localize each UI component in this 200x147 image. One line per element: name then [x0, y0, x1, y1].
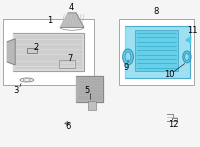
Text: 4: 4 — [68, 3, 74, 12]
Text: 6: 6 — [65, 122, 71, 131]
Ellipse shape — [125, 52, 131, 62]
Text: 11: 11 — [187, 26, 197, 35]
Bar — [27, 48, 37, 53]
Ellipse shape — [65, 122, 69, 125]
Text: 7: 7 — [67, 54, 73, 63]
Polygon shape — [13, 33, 84, 71]
Bar — [3, 19, 94, 85]
Ellipse shape — [123, 49, 133, 65]
Polygon shape — [125, 26, 190, 78]
Bar — [88, 101, 96, 110]
Text: 9: 9 — [123, 62, 129, 71]
Text: 1: 1 — [47, 16, 52, 25]
Polygon shape — [60, 13, 84, 27]
Ellipse shape — [185, 53, 189, 61]
Text: 10: 10 — [165, 70, 175, 79]
Text: 8: 8 — [154, 7, 159, 16]
Text: 2: 2 — [33, 43, 38, 52]
Bar — [135, 30, 178, 71]
Bar — [59, 60, 75, 68]
Ellipse shape — [183, 51, 191, 63]
Polygon shape — [76, 76, 103, 102]
Text: 5: 5 — [84, 86, 89, 95]
Text: 3: 3 — [13, 86, 19, 95]
Polygon shape — [7, 39, 15, 65]
Text: 12: 12 — [168, 120, 178, 129]
Bar — [119, 19, 194, 85]
